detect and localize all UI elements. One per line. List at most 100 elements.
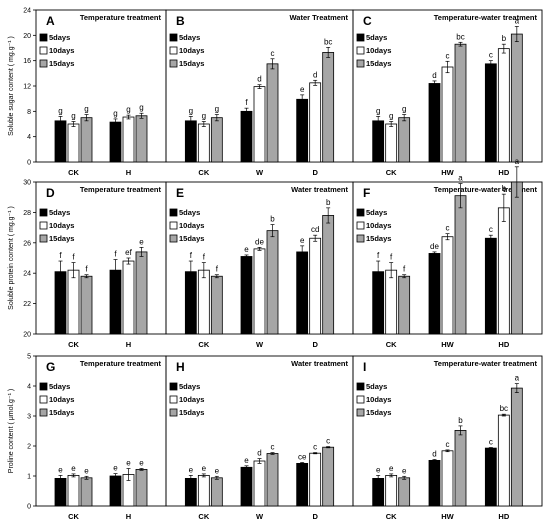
significance-letter: f [114,250,117,259]
bar [441,450,454,507]
panel-F: F Temperature-water treatment 5days 10days 1… [352,157,543,349]
legend-label: 15days [179,408,204,417]
significance-letter: e [244,456,249,465]
significance-letter: a [515,16,520,25]
bar [322,215,335,335]
legend-label: 5days [366,208,387,217]
bar [372,477,385,507]
panel-letter: H [176,360,185,374]
bar [454,429,467,507]
significance-letter: e [58,465,63,474]
significance-letter: f [59,251,62,260]
bar [510,387,523,507]
panel-title: Temperature-water treatment [434,13,538,22]
bar [67,269,80,335]
bar [484,63,497,163]
category-label: CK [386,168,397,177]
category-label: D [312,168,318,177]
significance-letter: de [430,242,439,251]
bar [240,110,253,163]
category-label: HW [441,168,454,177]
bar [80,117,93,163]
category-label: H [126,168,131,177]
bar [497,48,510,163]
significance-letter: g [376,106,380,115]
legend-swatch-15days [39,408,48,417]
panel-letter: I [363,360,366,374]
legend-label: 10days [366,46,391,55]
significance-letter: c [489,51,493,60]
legend-label: 15days [49,408,74,417]
significance-letter: g [202,111,206,120]
legend-label: 5days [49,208,70,217]
significance-letter: c [489,225,493,234]
panel-letter: D [46,186,55,200]
category-label: CK [198,340,209,349]
significance-letter: f [390,253,393,262]
legend-label: 10days [366,221,391,230]
y-tick-label: 5 [27,354,31,361]
y-tick-label: 20 [23,332,31,339]
bar [398,117,411,163]
significance-letter: f [72,253,75,262]
legend-swatch-10days [356,395,365,404]
significance-letter: e [389,464,394,473]
significance-letter: e [71,464,76,473]
bar [428,253,441,335]
chart-row-2: 20 22 24 26 28 30 Soluble protein content ( mg… [8,157,543,349]
legend-swatch-10days [39,221,48,230]
legend-swatch-15days [39,234,48,243]
bar [510,33,523,163]
panel-E: E Water treatment 5days 10days 15days CK f f f We… [165,181,354,349]
legend-label: 5days [179,208,200,217]
legend-swatch-10days [39,46,48,55]
significance-letter: b [270,215,275,224]
bar [428,83,441,163]
legend-swatch-15days [169,408,178,417]
bar [80,477,93,507]
significance-letter: f [403,265,406,274]
legend-label: 15days [49,234,74,243]
y-tick-label: 28 [23,210,31,217]
bar [296,98,309,163]
legend-swatch-5days [39,208,48,217]
significance-letter: b [502,34,507,43]
bar [309,237,322,335]
category-label: HD [498,168,509,177]
significance-letter: c [313,443,317,452]
significance-letter: c [446,51,450,60]
bar [296,462,309,507]
legend-label: 5days [49,382,70,391]
significance-letter: f [245,98,248,107]
legend-swatch-15days [39,59,48,68]
significance-letter: ce [298,453,307,462]
y-axis-label: Soluble sugar content ( mg.g⁻¹ ) [8,36,15,136]
bar [309,82,322,163]
bar [240,466,253,507]
panel-A: A Temperature treatment 5days 10days 15days C… [35,9,167,177]
y-tick-label: 12 [23,84,31,91]
bar [122,260,135,335]
panel-title: Temperature-water treatment [434,185,538,194]
significance-letter: a [458,174,463,183]
panel-letter: C [363,14,372,28]
y-axis-label: Soluble protein content ( mg.g⁻¹ ) [8,206,15,310]
significance-letter: c [271,443,275,452]
legend-label: 10days [49,395,74,404]
significance-letter: g [126,105,130,114]
bar [510,181,523,335]
significance-letter: e [139,459,144,468]
bar [454,195,467,335]
significance-letter: e [139,237,144,246]
category-label: CK [386,340,397,349]
category-label: HD [498,340,509,349]
significance-letter: e [402,466,407,475]
bar [398,275,411,335]
significance-letter: e [300,236,305,245]
legend-label: 5days [179,382,200,391]
significance-letter: g [389,111,393,120]
y-tick-label: 8 [27,109,31,116]
significance-letter: e [202,464,207,473]
bar [210,275,223,335]
